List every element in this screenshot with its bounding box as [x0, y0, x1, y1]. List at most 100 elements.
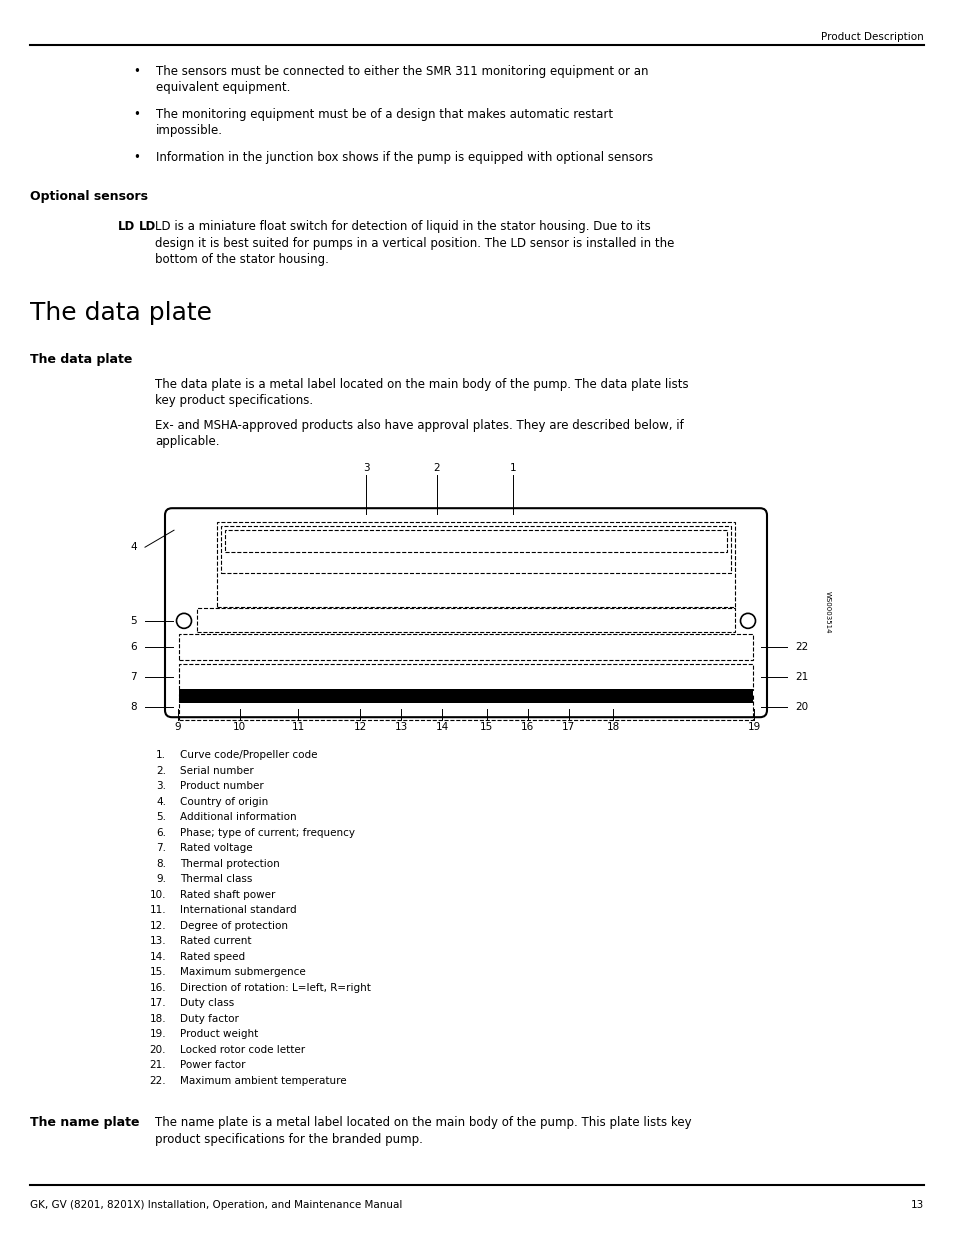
Text: 20.: 20. [150, 1045, 166, 1055]
Text: •: • [133, 65, 140, 78]
Text: Rated voltage: Rated voltage [180, 844, 253, 853]
Text: product specifications for the branded pump.: product specifications for the branded p… [154, 1132, 422, 1146]
Bar [221, 526, 730, 573]
Text: The data plate: The data plate [30, 301, 212, 325]
Circle shape [740, 614, 755, 629]
Text: 22.: 22. [150, 1076, 166, 1086]
Text: 13: 13 [395, 722, 408, 732]
Text: LD: LD [117, 220, 135, 233]
Text: Information in the junction box shows if the pump is equipped with optional sens: Information in the junction box shows if… [156, 151, 653, 164]
Text: •: • [133, 151, 140, 164]
Bar [225, 530, 726, 552]
Text: bottom of the stator housing.: bottom of the stator housing. [154, 253, 329, 266]
Text: 16: 16 [520, 722, 534, 732]
Text: Rated speed: Rated speed [180, 952, 245, 962]
Text: 8: 8 [131, 701, 137, 711]
Text: 14.: 14. [150, 952, 166, 962]
Text: LD is a miniature float switch for detection of liquid in the stator housing. Du: LD is a miniature float switch for detec… [154, 220, 650, 233]
Text: 3.: 3. [156, 782, 166, 792]
Bar [179, 689, 752, 703]
Text: Duty class: Duty class [180, 998, 234, 1008]
Text: The name plate: The name plate [30, 1116, 139, 1129]
Text: 13.: 13. [150, 936, 166, 946]
Text: 18.: 18. [150, 1014, 166, 1024]
Text: Additional information: Additional information [180, 813, 296, 823]
Text: 8.: 8. [156, 858, 166, 868]
Text: Maximum submergence: Maximum submergence [180, 967, 305, 977]
Text: The data plate is a metal label located on the main body of the pump. The data p: The data plate is a metal label located … [154, 378, 688, 390]
Text: 16.: 16. [150, 983, 166, 993]
Text: GK, GV (8201, 8201X) Installation, Operation, and Maintenance Manual: GK, GV (8201, 8201X) Installation, Opera… [30, 1200, 402, 1210]
Text: Maximum ambient temperature: Maximum ambient temperature [180, 1076, 346, 1086]
Text: WS0003514: WS0003514 [824, 592, 830, 634]
Text: The data plate: The data plate [30, 353, 132, 366]
Text: 17.: 17. [150, 998, 166, 1008]
Text: 10: 10 [233, 722, 246, 732]
Text: Product Description: Product Description [821, 32, 923, 42]
Text: 22: 22 [794, 642, 807, 652]
Text: 10.: 10. [150, 889, 166, 900]
Text: 12: 12 [354, 722, 366, 732]
Text: Thermal protection: Thermal protection [180, 858, 279, 868]
Text: 21.: 21. [150, 1060, 166, 1071]
Text: 9.: 9. [156, 874, 166, 884]
Text: 14: 14 [436, 722, 449, 732]
Text: 15: 15 [479, 722, 493, 732]
Text: International standard: International standard [180, 905, 296, 915]
Text: Rated shaft power: Rated shaft power [180, 889, 275, 900]
Text: 18: 18 [606, 722, 619, 732]
Text: Locked rotor code letter: Locked rotor code letter [180, 1045, 305, 1055]
Text: 19.: 19. [150, 1029, 166, 1039]
Bar [216, 522, 734, 606]
Text: 13: 13 [910, 1200, 923, 1210]
Text: Degree of protection: Degree of protection [180, 921, 288, 931]
Text: Product weight: Product weight [180, 1029, 258, 1039]
Text: Serial number: Serial number [180, 766, 253, 776]
Text: Curve code/Propeller code: Curve code/Propeller code [180, 750, 317, 761]
Text: key product specifications.: key product specifications. [154, 394, 313, 408]
Text: Optional sensors: Optional sensors [30, 190, 148, 204]
Bar [196, 608, 734, 632]
Text: 4.: 4. [156, 797, 166, 806]
Circle shape [176, 614, 192, 629]
Text: 1.: 1. [156, 750, 166, 761]
Text: 17: 17 [561, 722, 575, 732]
Text: 6: 6 [131, 642, 137, 652]
Text: 11: 11 [292, 722, 305, 732]
Text: •: • [133, 107, 140, 121]
Text: 4: 4 [131, 542, 137, 552]
Text: Rated current: Rated current [180, 936, 252, 946]
Text: design it is best suited for pumps in a vertical position. The LD sensor is inst: design it is best suited for pumps in a … [154, 237, 674, 249]
Text: The name plate is a metal label located on the main body of the pump. This plate: The name plate is a metal label located … [154, 1116, 691, 1129]
Text: 11.: 11. [150, 905, 166, 915]
Text: 1: 1 [509, 463, 516, 473]
FancyBboxPatch shape [165, 508, 766, 718]
Text: The sensors must be connected to either the SMR 311 monitoring equipment or an: The sensors must be connected to either … [156, 65, 648, 78]
Text: 21: 21 [794, 672, 807, 682]
Text: Ex- and MSHA-approved products also have approval plates. They are described bel: Ex- and MSHA-approved products also have… [154, 419, 683, 432]
Text: 7.: 7. [156, 844, 166, 853]
Text: Phase; type of current; frequency: Phase; type of current; frequency [180, 827, 355, 837]
Text: 20: 20 [794, 701, 807, 711]
Text: applicable.: applicable. [154, 436, 219, 448]
Text: LD: LD [139, 220, 156, 233]
Text: 7: 7 [131, 672, 137, 682]
Text: 2: 2 [433, 463, 439, 473]
Text: Direction of rotation: L=left, R=right: Direction of rotation: L=left, R=right [180, 983, 371, 993]
Text: impossible.: impossible. [156, 125, 223, 137]
Text: equivalent equipment.: equivalent equipment. [156, 82, 290, 95]
Text: 15.: 15. [150, 967, 166, 977]
Text: Power factor: Power factor [180, 1060, 245, 1071]
Bar [179, 694, 752, 720]
Text: 2.: 2. [156, 766, 166, 776]
Text: 9: 9 [174, 722, 181, 732]
Bar [179, 634, 752, 659]
Text: 5: 5 [131, 616, 137, 626]
Text: 12.: 12. [150, 921, 166, 931]
Text: Thermal class: Thermal class [180, 874, 253, 884]
Text: 6.: 6. [156, 827, 166, 837]
Text: 19: 19 [747, 722, 760, 732]
Text: Country of origin: Country of origin [180, 797, 268, 806]
Bar [179, 664, 752, 690]
Text: The monitoring equipment must be of a design that makes automatic restart: The monitoring equipment must be of a de… [156, 107, 613, 121]
